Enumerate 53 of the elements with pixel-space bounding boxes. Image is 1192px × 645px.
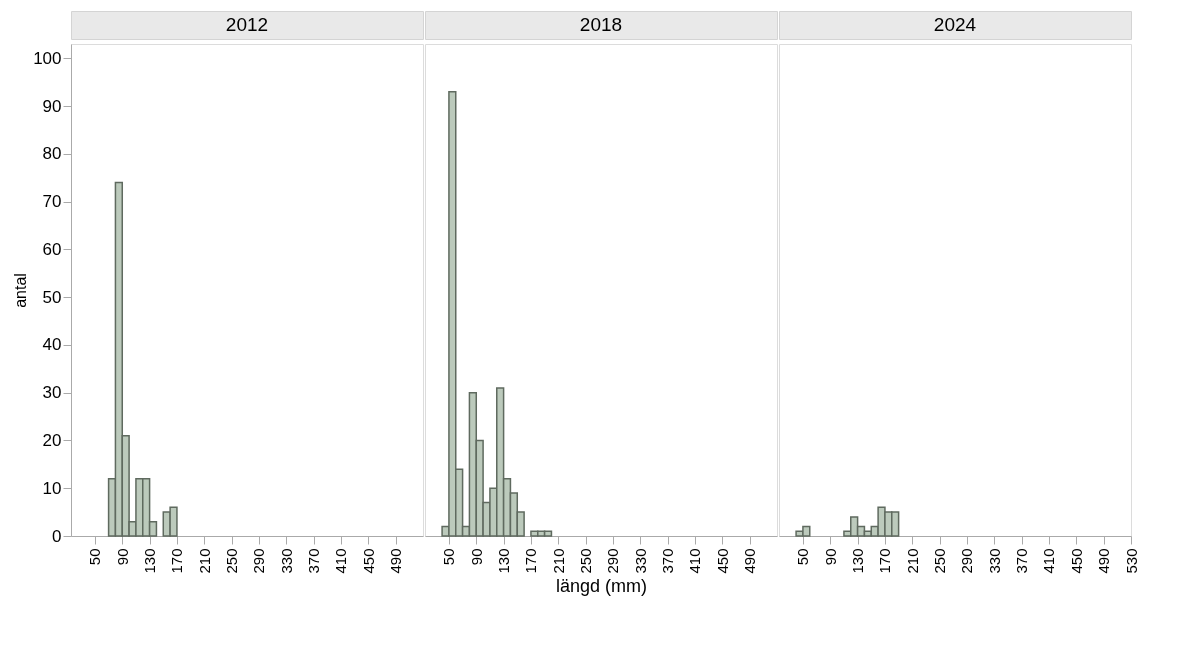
y-axis-title: antal [12,273,30,308]
x-tick-label: 530 [1122,548,1140,574]
x-tick-label: 290 [250,548,268,574]
x-tick-label: 290 [958,548,976,574]
x-tick-label: 90 [821,548,839,566]
x-tick-label: 170 [522,548,540,574]
x-tick-label: 50 [440,548,458,566]
y-tick-label: 10 [42,478,62,498]
y-tick-label: 80 [42,144,62,164]
y-tick-label: 20 [42,430,62,450]
y-tick-label: 60 [42,239,62,259]
x-tick-label: 210 [903,548,921,574]
x-tick-label: 410 [1040,548,1058,574]
x-tick-label: 490 [1095,548,1113,574]
x-tick-label: 290 [604,548,622,574]
x-tick-label: 490 [741,548,759,574]
x-tick-label: 50 [794,548,812,566]
x-tick-label: 130 [849,548,867,574]
x-tick-label: 210 [549,548,567,574]
chart-title: 2018 [579,14,623,35]
x-tick-label: 130 [495,548,513,574]
y-tick-label: 0 [52,526,62,546]
x-tick-label: 370 [305,548,323,574]
x-tick-label: 370 [1013,548,1031,574]
y-tick-label: 70 [42,192,62,212]
y-tick-label: 30 [42,383,62,403]
y-tick-label: 50 [42,287,62,307]
x-tick-label: 250 [931,548,949,574]
x-tick-label: 410 [686,548,704,574]
x-tick-label: 450 [359,548,377,574]
x-tick-label: 130 [141,548,159,574]
x-tick-label: 210 [195,548,213,574]
y-tick-label: 40 [42,335,62,355]
x-tick-label: 170 [168,548,186,574]
x-tick-label: 490 [387,548,405,574]
x-tick-label: 90 [113,548,131,566]
x-tick-label: 330 [631,548,649,574]
x-tick-label: 50 [86,548,104,566]
chart-title: 2012 [225,14,269,35]
chart-title: 2024 [933,14,977,35]
y-tick-label: 90 [42,96,62,116]
x-tick-label: 410 [332,548,350,574]
x-tick-label: 330 [277,548,295,574]
x-tick-label: 450 [713,548,731,574]
y-tick-label: 100 [33,48,62,68]
x-axis-title: längd (mm) [555,575,648,596]
x-tick-label: 250 [223,548,241,574]
x-tick-label: 90 [467,548,485,566]
x-tick-label: 250 [577,548,595,574]
x-tick-label: 170 [876,548,894,574]
x-tick-label: 370 [659,548,677,574]
x-tick-label: 450 [1067,548,1085,574]
x-tick-label: 330 [985,548,1003,574]
